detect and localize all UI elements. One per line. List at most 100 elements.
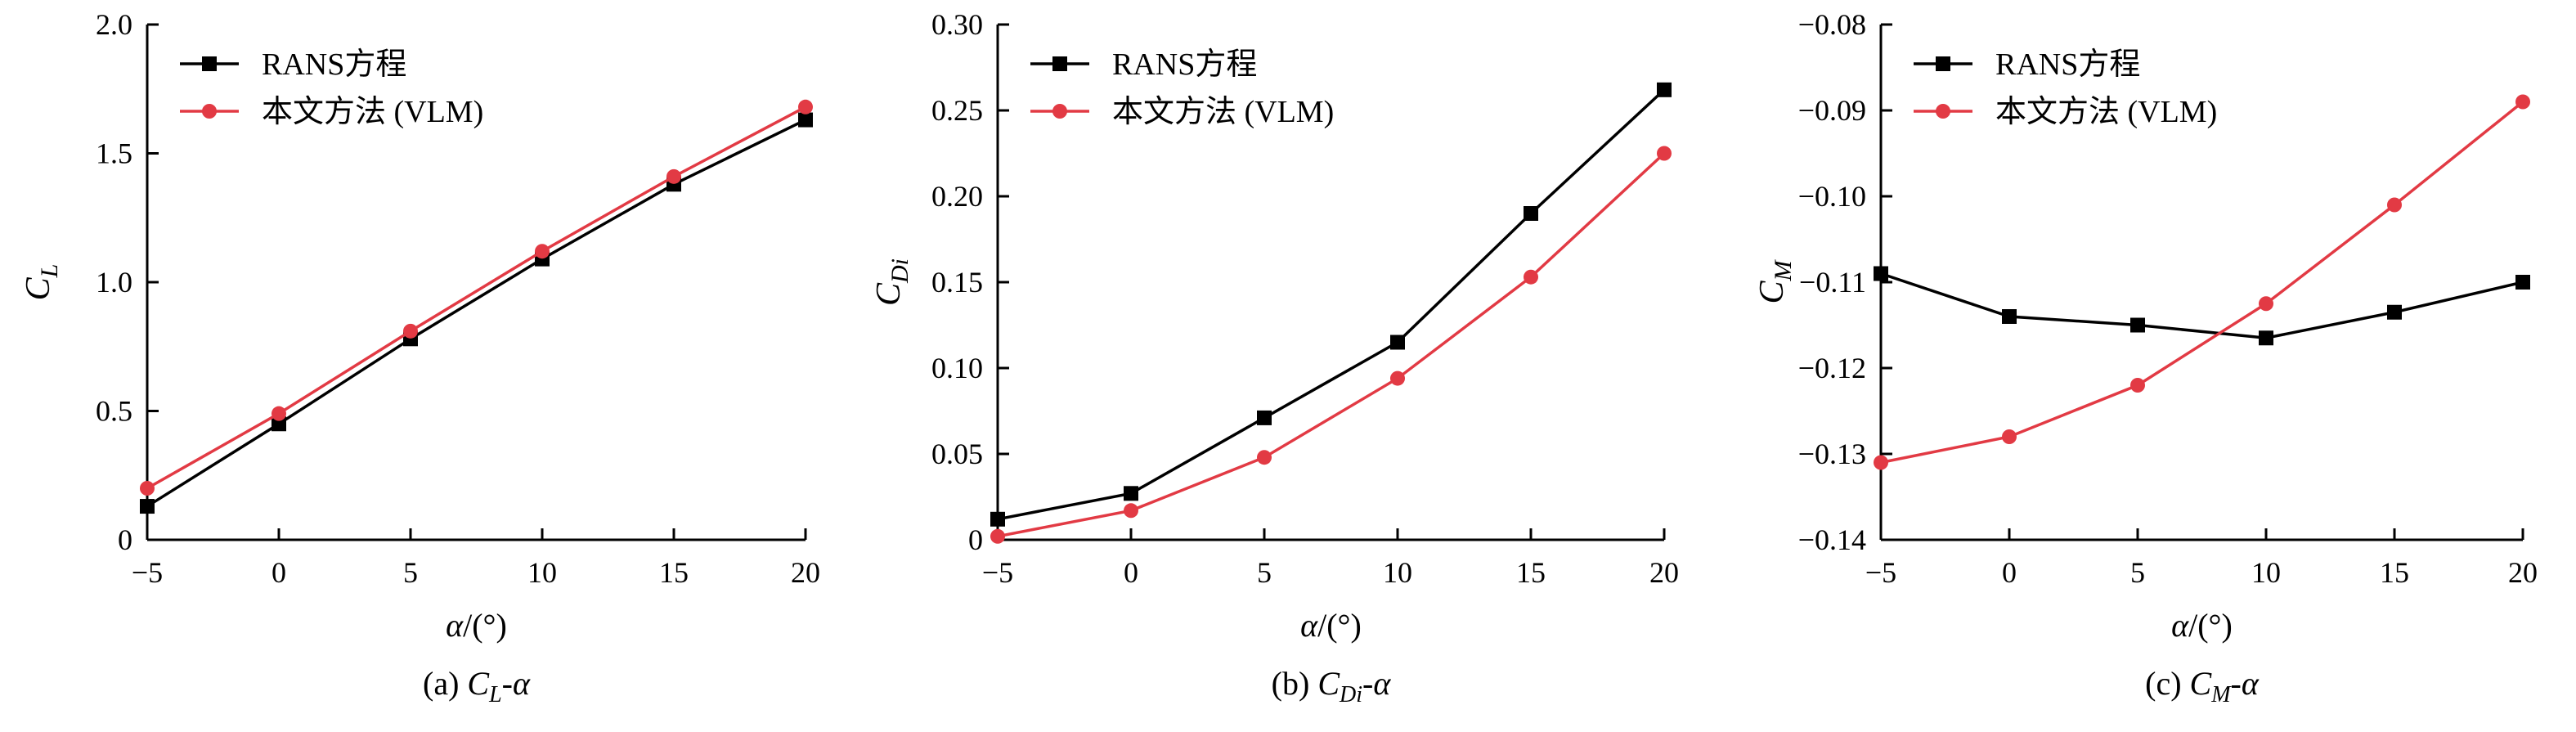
y-tick-label: −0.10: [1798, 180, 1866, 213]
data-marker-circle: [1257, 450, 1272, 465]
legend-marker-square: [1052, 56, 1067, 71]
data-marker-circle: [2002, 429, 2017, 444]
x-tick-label: 15: [2380, 556, 2409, 589]
legend-marker-circle: [1936, 104, 1950, 119]
y-tick-label: 0: [968, 523, 983, 556]
x-tick-label: 10: [527, 556, 557, 589]
data-marker-square: [140, 499, 155, 514]
data-marker-square: [1257, 410, 1272, 425]
x-tick-label: 10: [1383, 556, 1412, 589]
y-tick-label: −0.11: [1799, 266, 1866, 299]
data-marker-square: [1874, 266, 1888, 281]
data-marker-square: [1657, 82, 1672, 97]
series-line-0: [997, 88, 1666, 521]
series-line-1: [1880, 101, 2524, 465]
data-marker-square: [2515, 275, 2530, 290]
data-marker-square: [798, 112, 813, 128]
y-tick-label: 0.25: [931, 94, 983, 127]
y-tick-label: 0.30: [931, 8, 983, 41]
data-marker-circle: [1124, 503, 1138, 519]
x-tick-label: 5: [403, 556, 418, 589]
data-marker-square: [1524, 206, 1538, 221]
data-marker-circle: [2259, 296, 2273, 312]
caption-text: (b): [1271, 665, 1318, 702]
chart-b-plot: −5 0 5 10 15 2000.050.100.150.200.250.30CDiα/…: [870, 8, 1679, 644]
data-marker-square: [1124, 486, 1138, 501]
x-tick-label: 0: [1124, 556, 1138, 589]
y-tick-label: −0.14: [1798, 523, 1866, 556]
caption-text: M: [2211, 682, 2231, 707]
legend-marker-square: [1936, 56, 1950, 71]
x-tick-label: 5: [2130, 556, 2145, 589]
series-line-1: [997, 152, 1666, 538]
chart-panel-a: −5 0 5 10 15 20 0 0.5 1.0 1.5 2.0 CL α/(°) RANS方程 本文方法…: [0, 0, 859, 732]
chart-panel-c: −5 0 5 10 15 20 −0.14 −0.13 −0.12 −0.11 −0.10 −0.09…: [1717, 0, 2576, 732]
legend-marker-square: [202, 56, 217, 71]
data-marker-square: [2387, 304, 2402, 320]
x-axis-label: α/(°): [2171, 607, 2233, 644]
y-tick-label: 0.05: [931, 438, 983, 470]
data-marker-circle: [272, 406, 286, 421]
y-tick-label: −0.13: [1798, 438, 1866, 470]
x-tick-label: 20: [2508, 556, 2538, 589]
legend-label: 本文方法 (VLM): [1112, 95, 1334, 129]
caption-text: (c): [2145, 665, 2190, 702]
y-tick-label: −0.12: [1798, 352, 1866, 384]
data-marker-circle: [666, 168, 681, 184]
data-marker-circle: [2387, 197, 2402, 213]
series-line-0: [146, 118, 806, 508]
caption-a: (a) CL-α: [47, 664, 906, 708]
y-tick-label: 0.5: [96, 395, 132, 428]
x-tick-label: −5: [982, 556, 1013, 589]
data-marker-circle: [403, 323, 418, 339]
y-tick-label: 0.10: [931, 352, 983, 384]
data-marker-circle: [990, 528, 1005, 544]
data-marker-circle: [535, 244, 550, 259]
x-tick-label: 15: [1516, 556, 1546, 589]
caption-text: C: [2189, 665, 2212, 702]
caption-text: -α: [1362, 665, 1391, 702]
caption-text: (a): [423, 665, 468, 702]
data-marker-circle: [1657, 146, 1672, 161]
legend-label: RANS方程: [262, 47, 406, 82]
y-tick-label: 0: [118, 523, 132, 556]
data-marker-square: [2259, 330, 2273, 346]
y-tick-label: −0.09: [1798, 94, 1866, 127]
y-tick-label: 1.5: [96, 137, 132, 170]
x-tick-label: 10: [2251, 556, 2281, 589]
data-marker-circle: [2130, 378, 2145, 393]
data-marker-circle: [1524, 269, 1538, 285]
chart-panel-b: −5 0 5 10 15 20 0 0.05 0.10 0.15 0.20 0.25 0.30 CDi α/…: [859, 0, 1717, 732]
legend-marker-circle: [202, 104, 217, 119]
data-marker-circle: [1390, 370, 1405, 386]
data-marker-square: [272, 416, 286, 432]
x-tick-label: 20: [1649, 556, 1679, 589]
x-tick-label: 5: [1257, 556, 1272, 589]
x-axis-label: α/(°): [1300, 607, 1362, 644]
data-marker-circle: [2515, 94, 2530, 110]
y-tick-label: 2.0: [96, 8, 132, 41]
caption-b: (b) CDi-α: [902, 664, 1761, 708]
data-marker-square: [2002, 309, 2017, 324]
caption-c: (c) CM-α: [1773, 664, 2576, 708]
y-tick-label: 0.20: [931, 180, 983, 213]
data-marker-circle: [1874, 455, 1888, 470]
legend-label: 本文方法 (VLM): [262, 95, 483, 129]
caption-text: -α: [501, 665, 530, 702]
x-tick-label: 0: [272, 556, 286, 589]
caption-text: L: [489, 682, 502, 707]
legend-marker-circle: [1052, 104, 1067, 119]
data-marker-circle: [798, 99, 813, 115]
caption-text: C: [467, 665, 490, 702]
y-tick-label: 0.15: [931, 266, 983, 299]
x-tick-label: 20: [791, 556, 820, 589]
chart-a-plot: −5 0 5 10 15 2000.51.01.52.0CLα/(°)RANS方程本文方法…: [20, 8, 820, 644]
series-line-0: [1880, 272, 2524, 340]
caption-text: Di: [1340, 682, 1362, 707]
x-axis-label: α/(°): [446, 607, 507, 644]
series-line-1: [146, 106, 806, 490]
x-tick-label: 15: [659, 556, 689, 589]
data-marker-square: [1390, 335, 1405, 350]
y-tick-label: −0.08: [1798, 8, 1866, 41]
